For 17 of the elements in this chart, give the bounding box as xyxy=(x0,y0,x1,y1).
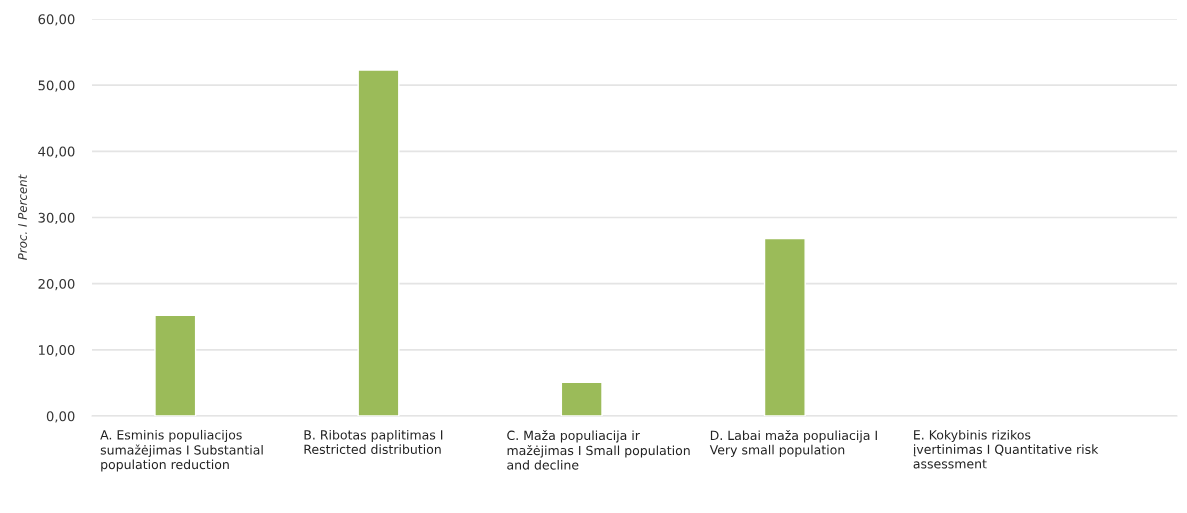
bar xyxy=(154,314,197,416)
y-axis-title: Proc. I Percent xyxy=(18,174,27,260)
bar xyxy=(560,381,603,416)
y-tick-label: 0,00 xyxy=(46,411,75,423)
x-tick-label: A. Esminis populiacijos sumažėjimas I Substantial population reduction xyxy=(100,429,263,472)
y-tick-label: 10,00 xyxy=(39,345,75,357)
x-tick-label: D. Labai maža populiacija I Very small population xyxy=(709,429,877,457)
bar xyxy=(357,69,400,416)
x-tick-label: C. Maža populiacija ir mažėjimas I Small population and decline xyxy=(507,429,690,470)
x-tick-label: B. Ribotas paplitimas I Restricted distribution xyxy=(304,429,443,455)
y-tick-label: 20,00 xyxy=(38,278,75,291)
y-tick-label: 60,00 xyxy=(38,14,75,26)
y-tick-label: 40,00 xyxy=(38,146,75,158)
y-tick-label: 30,00 xyxy=(38,212,75,225)
y-tick-label: 50,00 xyxy=(38,80,75,92)
x-tick-label: E. Kokybinis rizikos įvertinimas I Quantitative risk assessment xyxy=(913,429,1099,469)
bar xyxy=(763,237,806,416)
